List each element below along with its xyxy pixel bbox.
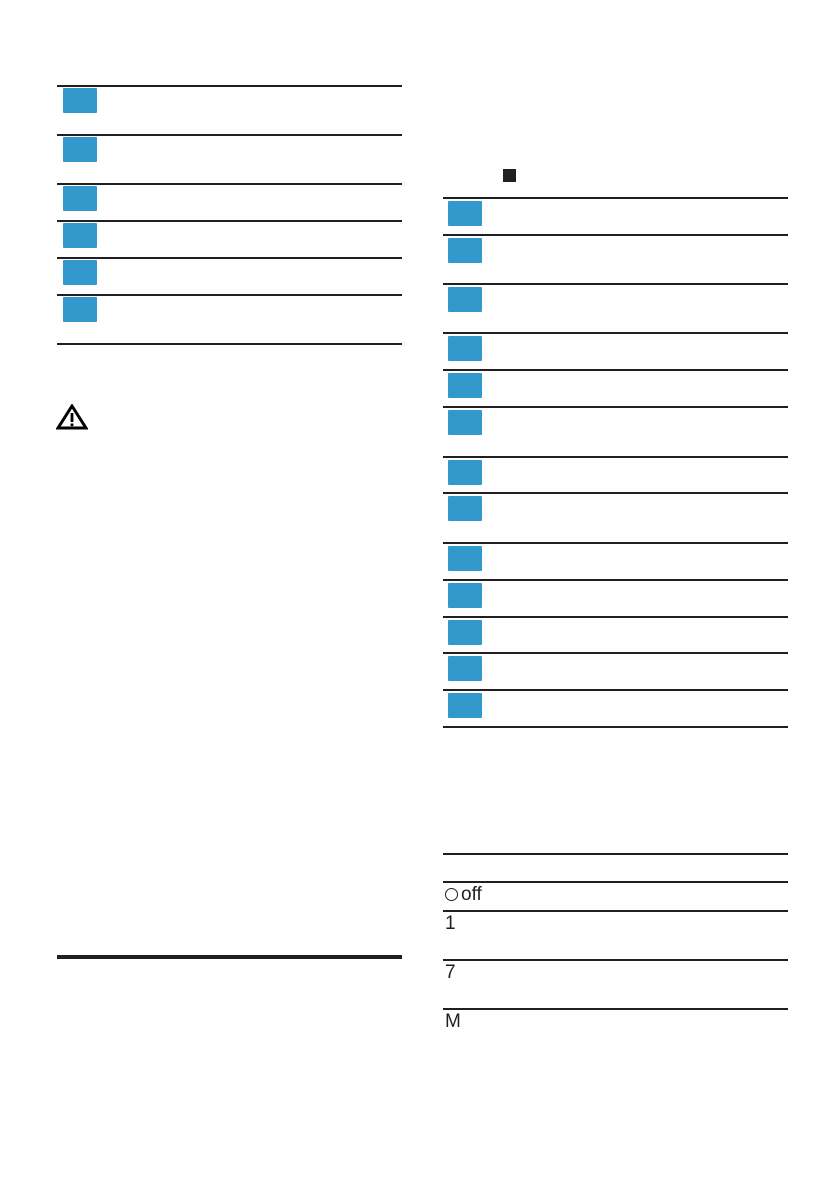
key-box-icon — [448, 693, 482, 718]
key-box-icon — [448, 496, 482, 521]
table-rule — [443, 406, 788, 408]
key-box-icon — [63, 260, 97, 285]
setting-symbol: 7 — [445, 963, 456, 982]
table-rule — [443, 234, 788, 236]
table-rule — [443, 1008, 788, 1010]
key-box-icon — [63, 137, 97, 162]
table-rule — [443, 652, 788, 654]
key-box-icon — [448, 201, 482, 226]
key-box-icon — [63, 223, 97, 248]
setting-label: off — [461, 884, 482, 905]
table-rule — [443, 283, 788, 285]
warning-triangle-icon — [56, 404, 88, 430]
key-box-icon — [448, 410, 482, 435]
table-rule — [57, 294, 402, 296]
key-box-icon — [448, 656, 482, 681]
setting-symbol: off — [445, 885, 482, 904]
table-rule — [57, 85, 402, 87]
table-rule — [443, 853, 788, 855]
table-rule — [443, 332, 788, 334]
table-rule — [57, 134, 402, 136]
table-rule — [443, 542, 788, 544]
table-rule — [443, 689, 788, 691]
table-rule — [443, 881, 788, 883]
table-rule — [57, 343, 402, 345]
setting-label: M — [445, 1011, 461, 1032]
key-box-icon — [448, 583, 482, 608]
table-rule — [443, 197, 788, 199]
key-box-icon — [63, 88, 97, 113]
table-rule — [443, 492, 788, 494]
key-box-icon — [448, 620, 482, 645]
key-box-icon — [448, 546, 482, 571]
table-rule — [443, 579, 788, 581]
table-rule — [443, 369, 788, 371]
table-rule — [57, 183, 402, 185]
key-box-icon — [63, 186, 97, 211]
table-rule — [443, 910, 788, 912]
circle-off-icon — [445, 888, 458, 901]
setting-label: 7 — [445, 962, 456, 983]
key-box-icon — [448, 287, 482, 312]
key-box-icon — [448, 336, 482, 361]
setting-label: 1 — [445, 913, 456, 934]
key-box-icon — [63, 297, 97, 322]
table-rule — [443, 726, 788, 728]
section-divider — [57, 955, 402, 959]
stop-square-icon — [503, 169, 516, 182]
setting-symbol: 1 — [445, 914, 456, 933]
key-box-icon — [448, 460, 482, 485]
table-rule — [57, 257, 402, 259]
table-rule — [57, 220, 402, 222]
table-rule — [443, 616, 788, 618]
table-rule — [443, 959, 788, 961]
key-box-icon — [448, 373, 482, 398]
key-box-icon — [448, 238, 482, 263]
setting-symbol: M — [445, 1012, 461, 1031]
table-rule — [443, 456, 788, 458]
